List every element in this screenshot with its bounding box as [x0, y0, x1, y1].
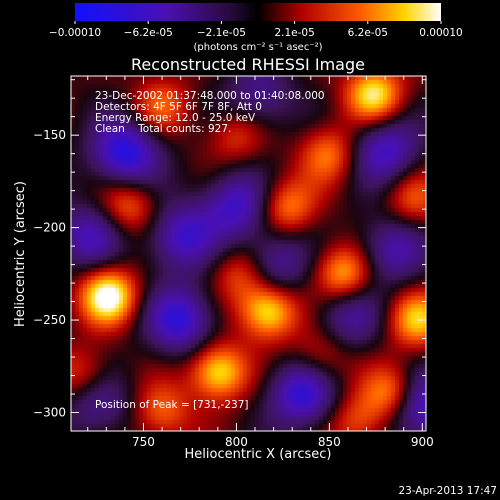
colorbar-tick-label: 2.1e-05 [274, 27, 314, 39]
annotation-peak-position: Position of Peak = [731,-237] [95, 399, 249, 411]
y-tick-label: −300 [33, 406, 66, 420]
heatmap-image [71, 76, 426, 431]
x-tick-label: 850 [318, 435, 341, 449]
plot-frame [70, 75, 427, 432]
colorbar-tick-label: −2.1e-05 [197, 27, 246, 39]
x-tick-label: 750 [132, 435, 155, 449]
colorbar-unit-label: (photons cm⁻² s⁻¹ asec⁻²) [193, 42, 322, 53]
y-tick-label: −250 [33, 313, 66, 327]
y-axis-label: Heliocentric Y (arcsec) [13, 181, 28, 327]
colorbar-tick-label: 6.2e-05 [348, 27, 388, 39]
annotation-energy-range: Energy Range: 12.0 - 25.0 keV [95, 112, 256, 124]
colorbar-tick-label: −0.00010 [49, 27, 101, 39]
annotation-detectors: Detectors: 4F 5F 6F 7F 8F, Att 0 [95, 101, 262, 113]
chart-title: Reconstructed RHESSI Image [131, 55, 365, 74]
x-axis-label: Heliocentric X (arcsec) [185, 447, 332, 462]
y-tick-label: −200 [33, 221, 66, 235]
heatmap-container [71, 76, 426, 431]
x-tick-label: 800 [225, 435, 248, 449]
x-axis: 750 800 850 900 [87, 76, 434, 449]
colorbar-tick-label: 0.00010 [419, 27, 462, 39]
colorbar [75, 3, 441, 21]
annotation-time-range: 23-Dec-2002 01:37:48.000 to 01:40:08.000 [95, 90, 325, 102]
colorbar-tick-labels: −0.00010 −6.2e-05 −2.1e-05 2.1e-05 6.2e-05 0.… [49, 27, 463, 39]
colorbar-tick-label: −6.2e-05 [124, 27, 173, 39]
x-tick-label: 900 [411, 435, 434, 449]
y-tick-label: −150 [33, 128, 66, 142]
footer-date: 23-Apr-2013 17:47 [398, 485, 497, 497]
annotation-clean-counts: Clean Total counts: 927. [95, 123, 231, 135]
colorbar-ticks [74, 21, 442, 24]
y-axis: −150 −200 −250 −300 [33, 79, 426, 420]
